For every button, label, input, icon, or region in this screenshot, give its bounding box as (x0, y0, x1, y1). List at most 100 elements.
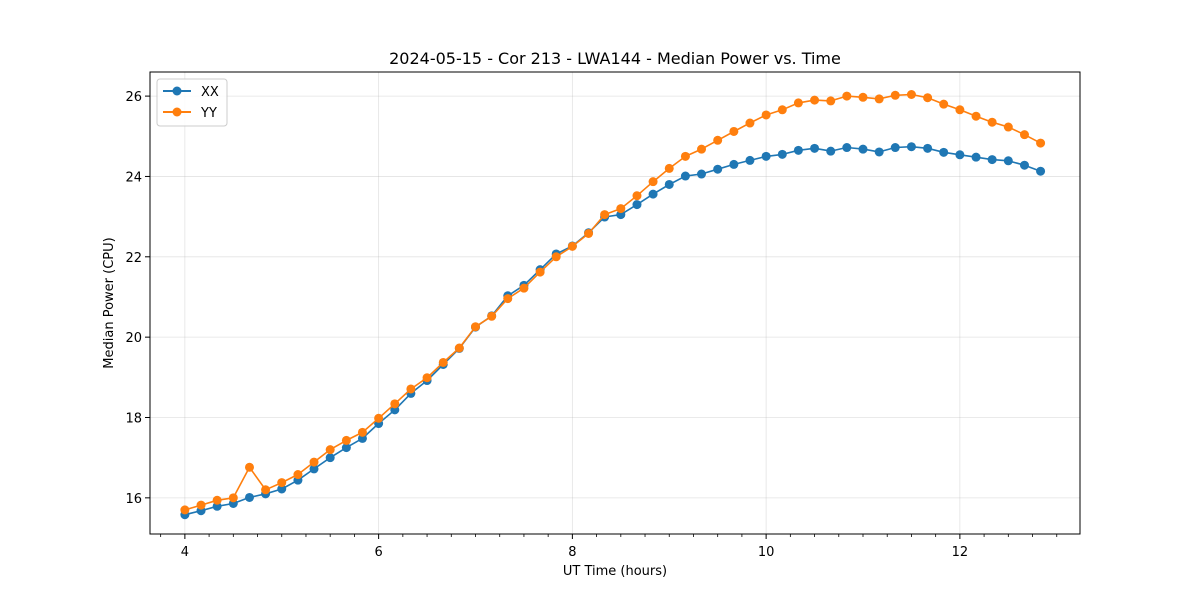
data-point-yy (745, 118, 755, 128)
data-point-xx (729, 159, 739, 169)
data-point-yy (196, 500, 206, 510)
chart-title: 2024-05-15 - Cor 213 - LWA144 - Median P… (389, 49, 841, 68)
y-tick-label: 26 (125, 90, 142, 105)
data-point-yy (874, 94, 884, 104)
data-point-yy (454, 343, 464, 353)
data-point-xx (1003, 156, 1013, 166)
x-tick-label: 12 (952, 545, 969, 560)
data-point-yy (551, 252, 561, 262)
data-point-yy (487, 311, 497, 321)
legend-label-xx: XX (201, 85, 219, 100)
data-point-yy (971, 111, 981, 121)
plot-frame (149, 71, 1081, 535)
data-point-xx (341, 443, 351, 453)
data-point-xx (244, 492, 254, 502)
data-point-yy (535, 267, 545, 277)
y-tick-label: 18 (125, 411, 142, 426)
data-point-yy (438, 357, 448, 367)
data-point-yy (261, 485, 271, 495)
data-point-xx (906, 142, 916, 152)
data-point-xx (713, 164, 723, 174)
data-point-yy (648, 177, 658, 187)
y-tick-label: 20 (125, 331, 142, 346)
data-point-xx (842, 143, 852, 153)
data-point-xx (923, 143, 933, 153)
data-point-yy (1036, 138, 1046, 148)
data-point-xx (1019, 160, 1029, 170)
data-point-yy (697, 144, 707, 154)
data-point-xx (648, 189, 658, 199)
data-point-yy (180, 505, 190, 515)
data-point-xx (826, 146, 836, 156)
x-tick-label: 6 (374, 545, 382, 560)
data-point-yy (987, 117, 997, 127)
data-point-xx (1036, 166, 1046, 176)
data-point-yy (519, 283, 529, 293)
data-point-yy (325, 445, 335, 455)
data-point-yy (503, 294, 513, 304)
data-point-xx (680, 171, 690, 181)
data-point-yy (616, 204, 626, 214)
x-tick-label: 8 (568, 545, 576, 560)
data-point-yy (422, 373, 432, 383)
y-tick-label: 16 (125, 492, 142, 507)
data-point-yy (244, 462, 254, 472)
data-point-yy (374, 413, 384, 423)
data-point-yy (584, 228, 594, 238)
data-point-xx (277, 484, 287, 494)
legend-marker-yy (172, 107, 182, 117)
data-point-yy (212, 495, 222, 505)
data-point-yy (406, 384, 416, 394)
data-point-yy (729, 126, 739, 136)
data-point-yy (293, 470, 303, 480)
data-point-yy (858, 92, 868, 102)
data-point-yy (632, 191, 642, 201)
data-point-xx (761, 151, 771, 161)
legend-marker-xx (172, 86, 182, 96)
data-point-yy (793, 98, 803, 108)
data-point-yy (906, 89, 916, 99)
data-point-yy (939, 99, 949, 109)
data-point-yy (680, 151, 690, 161)
data-point-yy (341, 435, 351, 445)
data-point-yy (826, 96, 836, 106)
x-axis-label: UT Time (hours) (563, 564, 667, 579)
data-point-xx (325, 453, 335, 463)
data-point-xx (874, 147, 884, 157)
data-point-yy (1003, 122, 1013, 132)
data-point-xx (745, 155, 755, 165)
data-point-yy (842, 91, 852, 101)
data-point-xx (955, 150, 965, 160)
x-tick-label: 10 (758, 545, 775, 560)
y-tick-label: 22 (125, 251, 142, 266)
data-point-xx (309, 464, 319, 474)
series-layer (180, 89, 1046, 520)
data-point-xx (793, 145, 803, 155)
data-point-yy (777, 105, 787, 115)
data-point-xx (632, 200, 642, 210)
data-point-yy (761, 110, 771, 120)
y-tick-label: 24 (125, 170, 142, 185)
data-point-yy (567, 241, 577, 251)
data-point-yy (228, 493, 238, 503)
data-point-yy (309, 457, 319, 467)
data-point-yy (955, 105, 965, 115)
data-point-xx (939, 147, 949, 157)
data-point-yy (357, 427, 367, 437)
data-point-xx (987, 155, 997, 165)
data-point-yy (713, 135, 723, 145)
y-axis-label: Median Power (CPU) (102, 237, 117, 368)
data-point-xx (697, 169, 707, 179)
data-point-yy (277, 478, 287, 488)
data-point-yy (923, 93, 933, 103)
legend: XX YY (156, 78, 228, 127)
legend-label-yy: YY (200, 106, 217, 121)
axes: 4 6 8 10 12 16 18 20 22 24 26 (125, 90, 1058, 560)
data-point-xx (858, 144, 868, 154)
x-tick-label: 4 (181, 545, 189, 560)
data-point-xx (971, 152, 981, 162)
data-point-xx (810, 143, 820, 153)
data-point-yy (600, 210, 610, 220)
data-point-xx (777, 149, 787, 159)
